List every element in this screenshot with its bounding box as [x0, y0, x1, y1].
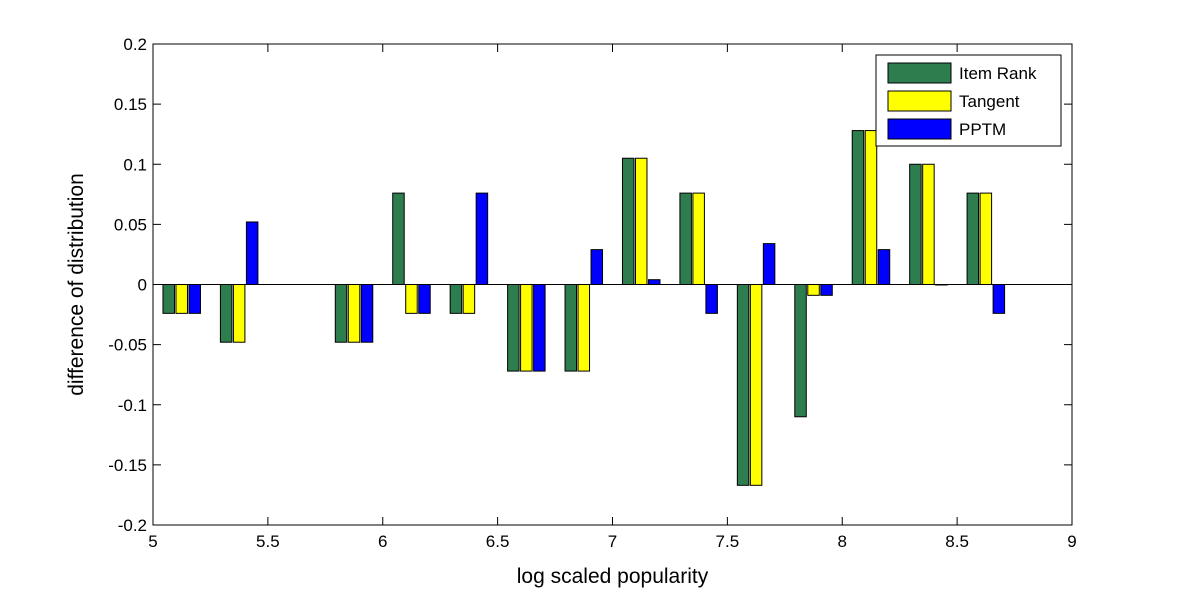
bar-item-rank-4 [449, 284, 463, 314]
bar-pptm-9 [762, 243, 776, 286]
y-tick-label: -0.05 [108, 336, 147, 355]
bar-tangent-9 [749, 284, 763, 486]
x-tick-label: 6.5 [486, 532, 510, 551]
bar-pptm-3 [418, 284, 431, 314]
x-tick-label: 7 [608, 532, 617, 551]
x-axis: 5 5.5 6 6.5 7 7.5 8 8.5 9 [148, 44, 1077, 551]
bar-pptm-1 [245, 221, 259, 285]
bar-tangent-1 [232, 284, 246, 343]
y-tick-label: -0.2 [118, 516, 147, 535]
bar-pptm-11 [877, 249, 891, 286]
x-tick-label: 8.5 [945, 532, 969, 551]
y-tick-label: 0.1 [123, 155, 147, 174]
x-tick-label: 5.5 [256, 532, 280, 551]
bar-item-rank-13 [966, 192, 980, 285]
bar-pptm-7 [647, 279, 661, 286]
bar-item-rank-0 [162, 284, 175, 314]
bar-item-rank-12 [909, 163, 922, 285]
bar-item-rank-7 [621, 157, 635, 285]
y-axis-label: difference of distribution [65, 173, 88, 396]
bar-tangent-4 [462, 284, 476, 314]
y-tick-label: 0.15 [114, 95, 147, 114]
x-tick-label: 8 [838, 532, 847, 551]
bar-item-rank-11 [851, 130, 865, 285]
bar-pptm-0 [188, 284, 201, 314]
bar-tangent-13 [979, 192, 993, 285]
bar-tangent-10 [807, 284, 820, 296]
bar-tangent-2 [347, 284, 361, 343]
x-tick-label: 5 [148, 532, 157, 551]
bar-item-rank-9 [736, 284, 750, 486]
legend-swatch-pptm [887, 118, 952, 140]
bar-tangent-6 [577, 284, 591, 372]
x-axis-label: log scaled popularity [517, 565, 709, 588]
legend-swatch-tangent [887, 90, 952, 112]
y-tick-label: 0.2 [123, 35, 147, 54]
y-tick-label: 0 [138, 276, 147, 295]
bars-layer [162, 130, 1006, 486]
bar-tangent-5 [520, 284, 533, 372]
bar-item-rank-5 [507, 284, 520, 372]
y-axis: 0.2 0.15 0.1 0.05 0 -0.05 -0.1 -0.15 -0.2 [108, 35, 1072, 535]
bar-pptm-13 [992, 284, 1006, 314]
bar-item-rank-3 [392, 192, 405, 285]
bar-tangent-3 [405, 284, 418, 314]
y-tick-label: -0.1 [118, 396, 147, 415]
bar-item-rank-10 [794, 284, 807, 418]
bar-item-rank-8 [679, 192, 692, 285]
bar-pptm-10 [820, 284, 833, 296]
legend-label: Tangent [959, 92, 1020, 111]
y-tick-label: -0.15 [108, 456, 147, 475]
bar-pptm-8 [705, 284, 718, 314]
bar-tangent-11 [864, 130, 878, 285]
legend-label: PPTM [959, 120, 1006, 139]
bar-tangent-0 [175, 284, 188, 314]
bar-tangent-7 [634, 157, 648, 285]
bar-pptm-6 [590, 249, 604, 286]
y-tick-label: 0.05 [114, 215, 147, 234]
bar-item-rank-6 [564, 284, 578, 372]
legend: Item Rank Tangent PPTM [875, 54, 1062, 147]
bar-pptm-4 [475, 192, 489, 285]
bar-tangent-12 [922, 163, 935, 285]
bar-item-rank-2 [334, 284, 348, 343]
bar-item-rank-1 [219, 284, 233, 343]
legend-label: Item Rank [959, 64, 1037, 83]
bar-pptm-5 [533, 284, 546, 372]
legend-swatch-item-rank [887, 62, 952, 84]
bar-tangent-8 [692, 192, 705, 285]
bar-pptm-2 [360, 284, 374, 343]
x-tick-label: 7.5 [716, 532, 740, 551]
x-tick-label: 9 [1067, 532, 1076, 551]
x-tick-label: 6 [378, 532, 387, 551]
